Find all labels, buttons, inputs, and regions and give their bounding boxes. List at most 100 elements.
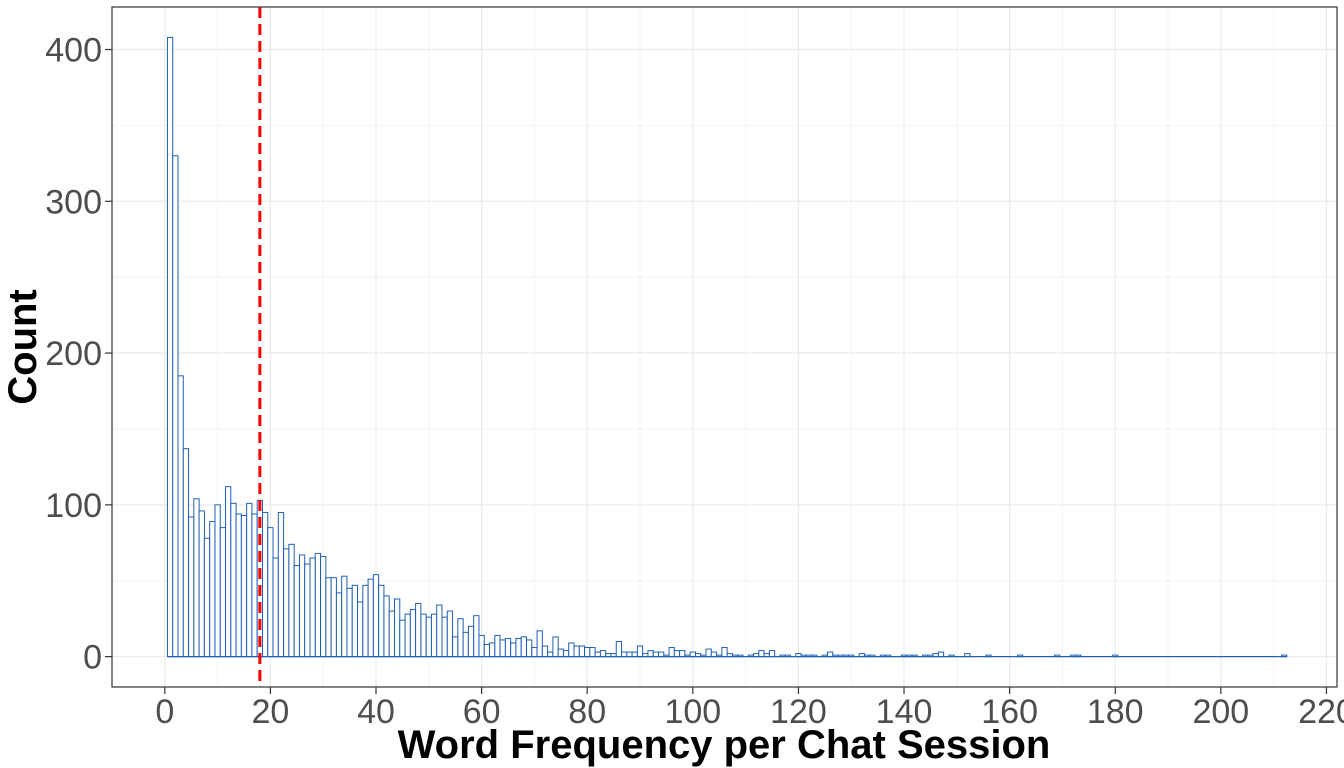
histogram-bar [166,36,174,658]
histogram-bar [209,521,216,658]
histogram-bar [520,636,527,658]
histogram-bar [383,595,390,658]
histogram-bar [589,647,596,658]
histogram-bar [626,651,633,658]
histogram-bar [710,651,718,658]
histogram-bar [826,651,834,658]
histogram-bar [335,592,343,658]
histogram-bars [166,36,1288,658]
histogram-bar [478,634,485,658]
histogram-bar [267,527,274,658]
x-tick-label: 0 [155,693,174,731]
histogram-bar [367,578,374,658]
histogram-bar [325,577,332,658]
histogram-bar [499,639,506,658]
histogram-bar [351,584,359,658]
histogram-bar [372,574,380,658]
histogram-bar [937,651,945,658]
histogram-bar [721,647,728,658]
histogram-bar [388,610,395,658]
histogram-bar [415,603,422,658]
histogram-bar [240,514,248,658]
histogram-bar [182,448,190,658]
histogram-bar [277,511,285,658]
histogram-bar [198,510,205,658]
histogram-bar [320,555,327,658]
histogram-bar [657,651,665,658]
histogram-bar [378,584,385,658]
histogram-bar [341,575,348,658]
x-tick-label: 220 [1298,693,1344,731]
x-tick-label: 40 [357,693,395,731]
histogram-bar [357,601,364,658]
histogram-bar [615,640,623,658]
histogram-bar [510,642,517,658]
histogram-bar [441,616,448,658]
histogram-bar [483,644,491,658]
x-tick-label: 200 [1192,693,1249,731]
histogram-bar [214,504,221,658]
histogram-bar [261,511,269,658]
histogram-bar [668,647,675,658]
histogram-bar [172,155,179,658]
histogram-bar [536,630,543,658]
histogram-bar [288,543,295,658]
histogram-bar [584,647,591,658]
histogram-bar [473,615,480,658]
histogram-bar [768,650,776,658]
histogram-bar [452,636,459,658]
histogram-bar [272,557,279,658]
histogram-bar [631,651,638,658]
histogram-bar [314,552,322,658]
histogram-bar [230,502,237,658]
histogram-bar [621,651,628,658]
histogram-bar [758,650,765,658]
histogram-bar [689,651,696,658]
histogram-bar [298,554,306,658]
x-tick-label: 160 [981,693,1038,731]
y-tick-label: 100 [45,487,102,525]
histogram-bar [235,513,242,658]
histogram-bar [362,584,369,658]
x-axis-ticks: 0 20 40 60 80 100 120 140 160 180 200 220 [155,687,1344,731]
histogram-bar [599,650,607,658]
histogram-bar [573,645,580,658]
x-axis-title: Word Frequency per Chat Session [398,723,1051,767]
histogram-bar [293,565,300,658]
x-tick-label: 20 [251,693,289,731]
histogram-bar [188,516,195,658]
histogram-bar [177,375,184,658]
histogram-bar [251,513,258,658]
histogram-bar [404,613,411,658]
histogram-bar [193,498,200,658]
histogram-bar [346,587,353,658]
x-tick-label: 60 [463,693,501,731]
histogram-bar [420,613,427,658]
histogram-bar [203,537,211,658]
histogram-bar [594,651,601,658]
histogram-bar [562,650,570,658]
histogram-bar [552,636,559,658]
histogram-bar [578,645,586,658]
histogram-bar [541,645,549,658]
histogram-bar [636,645,644,658]
histogram-bar [504,637,512,658]
plot-border [111,6,1338,688]
x-tick-label: 140 [876,693,933,731]
y-axis-ticks: 0 100 200 300 400 [45,32,112,677]
histogram-bar [652,651,659,658]
y-tick-label: 300 [45,183,102,221]
histogram-bar [436,604,443,658]
histogram-bar [399,619,406,658]
histogram-bar [246,502,253,658]
histogram-bar [457,618,464,658]
histogram-bar [425,616,432,658]
histogram-bar [673,650,681,658]
histogram-bar [547,651,554,658]
histogram-bar [489,642,496,658]
histogram-bar [462,631,469,658]
histogram-bar [219,527,227,658]
histogram-bar [568,642,575,658]
histogram-bar [494,634,501,658]
